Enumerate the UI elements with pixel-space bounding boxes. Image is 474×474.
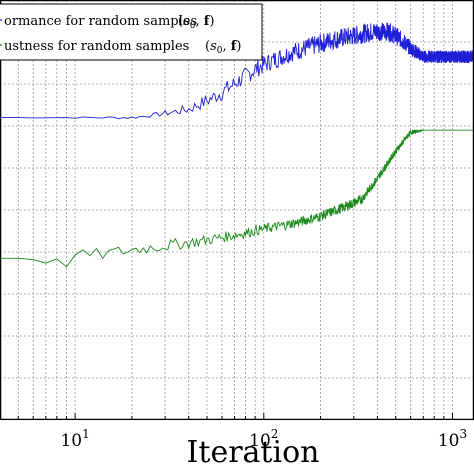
legend-entry-2-label: ustness for random samples	[4, 39, 189, 54]
legend: ormance for random samples (s0, f) ustne…	[0, 3, 263, 61]
x-tick-label: 102	[249, 427, 278, 451]
x-axis-label: Iteration	[187, 435, 320, 470]
legend-entry-1-math: (s0, f)	[178, 14, 214, 31]
plot-frame	[0, 0, 474, 421]
x-tick-label: 103	[438, 427, 467, 451]
x-axis-ticks: 101 102 103	[0, 413, 467, 451]
series-line-1	[0, 22, 474, 120]
grid	[0, 0, 474, 420]
legend-box	[0, 3, 263, 61]
series-group	[0, 22, 474, 268]
series-line-2	[0, 128, 474, 268]
legend-entry-2-math: (s0, f)	[205, 39, 241, 56]
x-tick-label: 101	[60, 427, 89, 451]
legend-entry-1-label: ormance for random samples	[4, 14, 197, 29]
